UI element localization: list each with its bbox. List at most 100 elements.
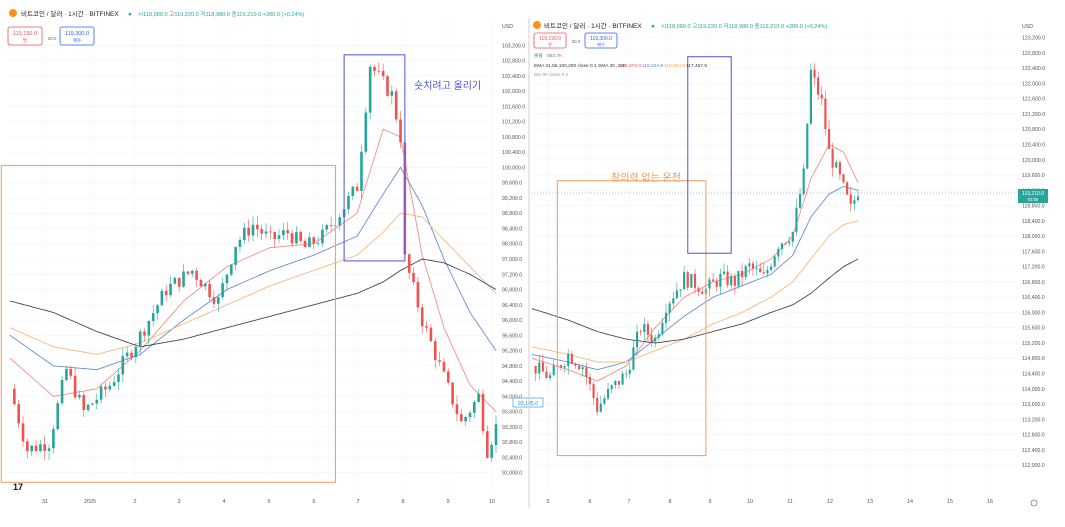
candlestick <box>312 235 316 250</box>
candlestick <box>104 382 107 398</box>
candlestick <box>147 320 151 345</box>
y-tick-label: 103,200.0 <box>502 43 525 49</box>
candlestick <box>282 223 285 240</box>
left-buy-button[interactable]: 119,300.0 매수 <box>59 26 95 46</box>
candlestick <box>130 349 133 361</box>
ma-line-ema100 <box>531 220 859 363</box>
right-ema55-value: 119,224.9 <box>642 63 663 69</box>
candlestick <box>230 264 233 277</box>
right-price-axis[interactable]: 112,000.0 112,400.0 112,800.0 113,200.0 113,… <box>1022 36 1045 469</box>
candlestick <box>827 120 831 149</box>
candlestick <box>143 328 146 341</box>
y-tick-label: 94,400.0 <box>502 379 522 385</box>
candlestick <box>151 305 155 327</box>
candlestick <box>646 320 649 343</box>
candlestick <box>784 242 787 245</box>
svg-text:USD: USD <box>502 24 513 30</box>
orange-annotation-box[interactable] <box>556 180 707 457</box>
x-tick-label: 14 <box>907 499 913 505</box>
right-buy-button[interactable]: 119,300.0 매수 <box>584 32 618 49</box>
candlestick <box>809 63 812 126</box>
candlestick <box>621 370 624 385</box>
blue-annotation-box[interactable] <box>343 54 406 262</box>
y-tick-label: 113,200.0 <box>1022 417 1045 423</box>
right-sell-label: 팔 <box>548 41 552 47</box>
y-tick-label: 115,200.0 <box>1022 341 1045 347</box>
candlestick <box>606 382 610 401</box>
candlestick <box>773 254 776 268</box>
candlestick <box>635 324 639 356</box>
candlestick <box>56 400 60 431</box>
blue-annotation-box[interactable] <box>687 56 732 254</box>
candlestick <box>614 380 617 389</box>
right-last-price-countdown: 02:56 <box>1028 197 1039 202</box>
candlestick <box>853 195 856 211</box>
y-tick-label: 120,800.0 <box>1022 127 1045 133</box>
candlestick <box>563 363 566 373</box>
candlestick <box>849 186 852 212</box>
candlestick <box>277 229 281 243</box>
left-spread-value: 30.0 <box>48 36 57 41</box>
left-sell-button[interactable]: 119,190.0 팔 <box>7 26 43 46</box>
candlestick <box>603 394 606 406</box>
y-tick-label: 95,200.0 <box>502 349 522 355</box>
right-spread-value: 30.0 <box>572 39 581 44</box>
right-sell-button[interactable]: 119,190.0 팔 <box>533 32 567 49</box>
left-usd-label: USD <box>502 24 513 30</box>
right-settings-icon[interactable] <box>1030 499 1038 507</box>
right-last-price-value: 119,210.0 <box>1022 191 1044 197</box>
y-tick-label: 122,800.0 <box>1022 51 1045 57</box>
y-tick-label: 114,000.0 <box>1022 387 1045 393</box>
left-chart-panel[interactable]: 비트코인 / 달러 · 1시간 · BITFINEX ● 시118,980.0 … <box>0 9 544 505</box>
left-price-axis[interactable]: 92,000.0 92,400.0 92,800.0 93,200.0 93,600.0… <box>502 43 525 476</box>
orange-annotation-box[interactable] <box>0 164 336 483</box>
candlestick <box>43 435 47 460</box>
right-annotation-text: 창의력 없는 운전 <box>611 171 681 184</box>
right-ema100-value: 118,424.9 <box>664 63 685 69</box>
x-tick-label: 12 <box>827 499 833 505</box>
candlestick <box>455 395 459 422</box>
candlestick <box>610 384 613 394</box>
y-tick-label: 121,200.0 <box>1022 112 1045 118</box>
candlestick <box>17 400 20 429</box>
ma-line-ema21 <box>9 128 497 413</box>
candlestick <box>212 290 216 308</box>
candlestick <box>295 226 298 245</box>
left-time-axis[interactable]: 31 2025 2 3 4 5 6 7 8 9 10 <box>42 499 495 505</box>
y-tick-label: 96,400.0 <box>502 303 522 309</box>
candlestick <box>420 303 424 334</box>
y-tick-label: 119,600.0 <box>1022 173 1045 179</box>
candlestick <box>690 273 693 288</box>
candlestick <box>559 364 563 371</box>
candlestick <box>733 273 736 295</box>
candlestick <box>164 284 168 302</box>
right-chart-panel[interactable]: 비트코인 / 달러 · 1시간 · BITFINEX ● 시118,980.0 … <box>531 20 1048 507</box>
candlestick <box>238 236 242 252</box>
candlestick <box>831 143 834 177</box>
candlestick <box>766 265 769 277</box>
candlestick <box>321 224 324 247</box>
right-buy-price: 119,300.0 <box>590 36 612 42</box>
candlestick <box>91 402 94 406</box>
candlestick <box>264 223 268 239</box>
y-tick-label: 118,800.0 <box>1022 204 1045 210</box>
left-sell-price: 119,190.0 <box>13 31 37 37</box>
x-tick-label: 6 <box>313 499 316 505</box>
candlestick <box>65 365 68 382</box>
right-time-axis[interactable]: 5 6 7 8 9 10 11 12 13 14 15 16 <box>547 499 994 505</box>
candlestick <box>21 415 25 447</box>
candlestick <box>377 62 381 75</box>
candlestick <box>173 276 177 285</box>
candlestick <box>494 415 498 453</box>
right-last-price-tag: 119,210.0 02:56 <box>1018 189 1048 203</box>
right-ema200-value: 117,467.5 <box>686 63 707 69</box>
y-tick-label: 117,600.0 <box>1022 249 1045 255</box>
candlestick <box>741 263 744 287</box>
x-tick-label: 6 <box>589 499 592 505</box>
right-bitcoin-icon <box>533 21 541 29</box>
candlestick <box>347 191 350 215</box>
candlestick <box>820 86 823 106</box>
y-tick-label: 118,400.0 <box>1022 219 1045 225</box>
candlestick <box>675 282 678 300</box>
